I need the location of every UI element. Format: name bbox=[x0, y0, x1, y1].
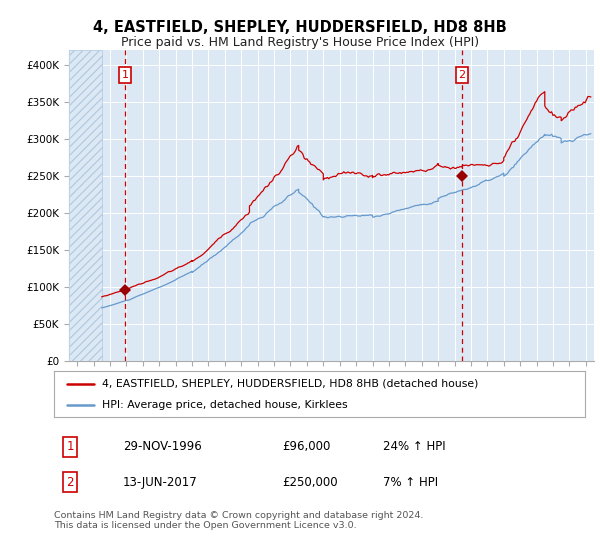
Text: Contains HM Land Registry data © Crown copyright and database right 2024.
This d: Contains HM Land Registry data © Crown c… bbox=[54, 511, 424, 530]
Text: 13-JUN-2017: 13-JUN-2017 bbox=[123, 476, 198, 489]
Text: HPI: Average price, detached house, Kirklees: HPI: Average price, detached house, Kirk… bbox=[102, 400, 347, 410]
Text: 4, EASTFIELD, SHEPLEY, HUDDERSFIELD, HD8 8HB: 4, EASTFIELD, SHEPLEY, HUDDERSFIELD, HD8… bbox=[93, 20, 507, 35]
Text: 1: 1 bbox=[122, 70, 128, 80]
Text: 4, EASTFIELD, SHEPLEY, HUDDERSFIELD, HD8 8HB (detached house): 4, EASTFIELD, SHEPLEY, HUDDERSFIELD, HD8… bbox=[102, 379, 478, 389]
Text: 29-NOV-1996: 29-NOV-1996 bbox=[123, 440, 202, 453]
Text: 7% ↑ HPI: 7% ↑ HPI bbox=[383, 476, 439, 489]
Text: 2: 2 bbox=[66, 476, 74, 489]
Bar bbox=[69, 50, 102, 361]
Text: £250,000: £250,000 bbox=[283, 476, 338, 489]
Text: 1: 1 bbox=[66, 440, 74, 453]
Text: 2: 2 bbox=[458, 70, 466, 80]
Text: 24% ↑ HPI: 24% ↑ HPI bbox=[383, 440, 446, 453]
Text: £96,000: £96,000 bbox=[283, 440, 331, 453]
Bar bbox=[69, 50, 102, 361]
Text: Price paid vs. HM Land Registry's House Price Index (HPI): Price paid vs. HM Land Registry's House … bbox=[121, 36, 479, 49]
